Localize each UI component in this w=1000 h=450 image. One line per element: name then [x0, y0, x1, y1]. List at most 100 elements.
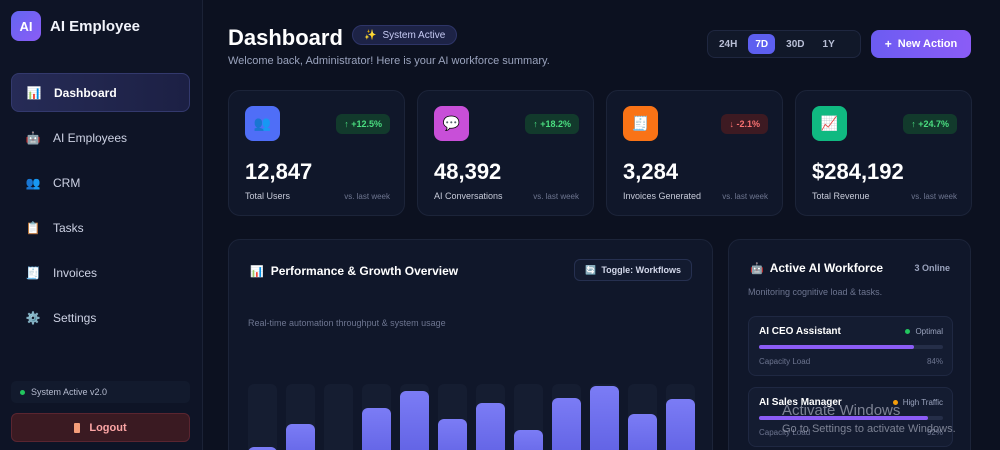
sidebar-item-crm[interactable]: 👥 CRM	[11, 163, 190, 202]
logout-button[interactable]: Logout	[11, 413, 190, 442]
new-action-label: New Action	[897, 38, 958, 50]
welcome-text: Welcome back, Administrator! Here is you…	[228, 55, 550, 67]
gear-icon: ⚙️	[25, 310, 41, 325]
performance-subtitle: Real-time automation throughput & system…	[248, 318, 446, 328]
sidebar: AI AI Employee 📊 Dashboard 🤖 AI Employees 👥 C…	[0, 0, 203, 450]
stat-value: 3,284	[623, 159, 679, 184]
status-dot-icon	[892, 400, 898, 405]
toggle-workflows-button[interactable]: 🔄 Toggle: Workflows	[574, 259, 692, 281]
users-icon: 👥	[245, 106, 280, 141]
change-badge: ↑ +24.7%	[903, 114, 957, 134]
door-icon	[74, 422, 81, 433]
sidebar-item-tasks[interactable]: 📋 Tasks	[11, 208, 190, 247]
workforce-panel: 🤖 Active AI Workforce 3 Online Monitorin…	[728, 239, 971, 450]
change-badge: ↑ +18.2%	[525, 114, 579, 134]
capacity-bar	[759, 416, 943, 420]
sidebar-item-dashboard[interactable]: 📊 Dashboard	[11, 73, 190, 112]
bar[interactable]	[438, 419, 467, 450]
workforce-subtitle: Monitoring cognitive load & tasks.	[748, 287, 883, 297]
agent-status-label: Optimal	[915, 327, 943, 336]
sidebar-nav: 📊 Dashboard 🤖 AI Employees 👥 CRM 📋 Tasks 🧾 Invoic…	[11, 73, 190, 343]
capacity-bar-fill	[759, 416, 929, 420]
stat-compare: vs. last week	[533, 192, 579, 201]
system-status-label: System Active v2.0	[31, 387, 108, 397]
status-badge-label: System Active	[382, 29, 446, 41]
bar[interactable]	[590, 386, 619, 450]
status-badge: ✨ System Active	[352, 25, 458, 45]
stat-label: Total Users	[245, 191, 291, 201]
agent-card[interactable]: AI CEO Assistant Optimal Capacity Load 84%	[748, 316, 953, 376]
toggle-label: Toggle: Workflows	[601, 265, 681, 275]
bar[interactable]	[552, 397, 581, 450]
bar[interactable]	[286, 424, 315, 450]
bar[interactable]	[666, 399, 695, 450]
range-30d[interactable]: 30D	[786, 38, 805, 50]
status-dot-icon	[905, 329, 911, 334]
capacity-label: Capacity Load	[759, 428, 811, 437]
range-7d[interactable]: 7D	[748, 34, 776, 54]
stat-value: 12,847	[245, 159, 313, 184]
stat-value: $284,192	[812, 159, 904, 184]
sidebar-item-settings[interactable]: ⚙️ Settings	[11, 298, 190, 337]
change-badge: ↓ -2.1%	[721, 114, 768, 134]
app-name: AI Employee	[50, 17, 141, 35]
agent-status: High Traffic	[892, 398, 943, 407]
bar[interactable]	[362, 408, 391, 450]
new-action-button[interactable]: + New Action	[871, 30, 971, 58]
stat-card[interactable]: 🧾 ↓ -2.1% 3,284 Invoices Generated vs. last …	[606, 90, 783, 216]
sidebar-item-label: Dashboard	[54, 85, 117, 100]
bar[interactable]	[248, 446, 277, 450]
workforce-title-label: Active AI Workforce	[769, 261, 884, 275]
performance-title-label: Performance & Growth Overview	[270, 264, 459, 278]
agent-status-label: High Traffic	[902, 398, 943, 407]
status-dot-icon	[20, 389, 25, 395]
change-badge: ↑ +12.5%	[336, 114, 390, 134]
stat-card[interactable]: 📈 ↑ +24.7% $284,192 Total Revenue vs. last w…	[795, 90, 972, 216]
agent-status: Optimal	[905, 327, 943, 336]
sidebar-item-label: AI Employees	[53, 130, 128, 145]
stat-compare: vs. last week	[344, 192, 390, 201]
document-icon: 🧾	[25, 265, 41, 280]
clipboard-icon: 📋	[25, 220, 41, 235]
stat-compare: vs. last week	[911, 192, 957, 201]
agent-name: AI CEO Assistant	[759, 326, 841, 337]
activation-watermark-title: Activate Windows	[782, 402, 901, 419]
capacity-bar-fill	[759, 345, 914, 349]
sidebar-item-label: Settings	[53, 310, 97, 325]
range-24h[interactable]: 24H	[719, 38, 738, 50]
stat-label: Total Revenue	[812, 191, 870, 201]
workforce-title: 🤖 Active AI Workforce	[750, 261, 883, 275]
online-count: 3 Online	[914, 263, 950, 273]
agent-card[interactable]: AI Sales Manager High Traffic Capacity Loa…	[748, 387, 953, 447]
sidebar-item-ai-employees[interactable]: 🤖 AI Employees	[11, 118, 190, 157]
page-title: Dashboard	[228, 25, 343, 50]
stat-card[interactable]: 💬 ↑ +18.2% 48,392 AI Conversations vs. last …	[417, 90, 594, 216]
sidebar-item-label: Tasks	[53, 220, 84, 235]
stat-label: AI Conversations	[434, 191, 503, 201]
plus-icon: +	[884, 37, 892, 51]
bar[interactable]	[514, 430, 543, 450]
agent-name: AI Sales Manager	[759, 397, 842, 408]
capacity-bar	[759, 345, 943, 349]
capacity-label: Capacity Load	[759, 357, 811, 366]
bar-track	[248, 384, 277, 450]
bar-chart-icon: 📊	[250, 265, 264, 278]
sidebar-item-label: CRM	[53, 175, 81, 190]
receipt-icon: 🧾	[623, 106, 658, 141]
stat-card[interactable]: 👥 ↑ +12.5% 12,847 Total Users vs. last week	[228, 90, 405, 216]
brand[interactable]: AI AI Employee	[11, 11, 140, 41]
sidebar-item-invoices[interactable]: 🧾 Invoices	[11, 253, 190, 292]
range-1y[interactable]: 1Y	[822, 38, 835, 50]
bar[interactable]	[400, 391, 429, 450]
capacity-value: 92%	[926, 428, 943, 437]
bar[interactable]	[476, 403, 505, 450]
stat-compare: vs. last week	[722, 192, 768, 201]
stat-label: Invoices Generated	[623, 191, 702, 201]
robot-icon: 🤖	[25, 130, 41, 145]
activation-watermark-text: Go to Settings to activate Windows.	[782, 423, 956, 435]
bar[interactable]	[628, 413, 657, 450]
bar-chart-icon: 📊	[26, 85, 42, 100]
performance-title: 📊 Performance & Growth Overview	[250, 264, 458, 278]
bar-track	[324, 384, 353, 450]
time-range-selector: 24H 7D 30D 1Y	[707, 30, 861, 58]
